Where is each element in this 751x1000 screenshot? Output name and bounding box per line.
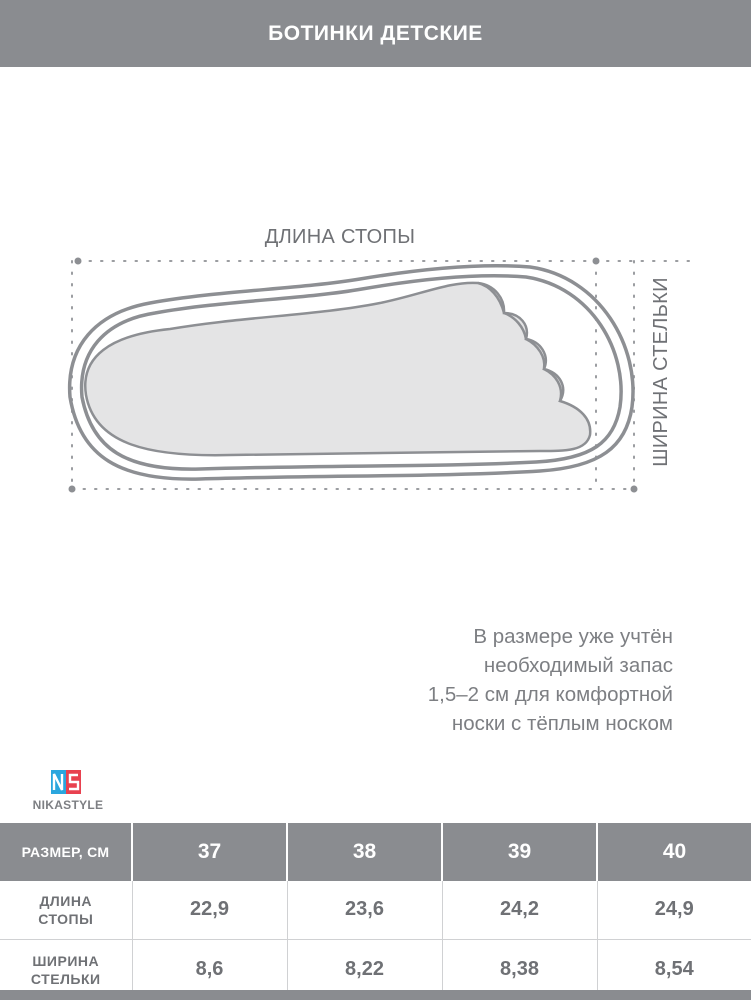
row-label-line: СТЕЛЬКИ [30, 970, 101, 987]
insole-outline-inner [79, 274, 623, 471]
size-cell: 38 [286, 823, 442, 881]
size-cell: 39 [441, 823, 597, 881]
sizing-note-line: 1,5–2 см для комфортной [427, 683, 673, 706]
insole-drawing [67, 257, 691, 493]
foot-silhouette [84, 281, 592, 457]
row-label-line: ДЛИНА [39, 892, 93, 909]
sizing-note: В размере уже учтён необходимый запас 1,… [428, 622, 673, 738]
size-table: РАЗМЕР, СМ 37 38 39 40 ДЛИНА СТОПЫ 22,9 … [0, 823, 751, 1000]
bottom-bar [0, 990, 751, 1000]
sizing-note-line: В размере уже учтён [473, 625, 673, 648]
page-title: БОТИНКИ ДЕТСКИЕ [268, 21, 483, 45]
size-header-label: РАЗМЕР, СМ [0, 823, 132, 881]
table-cell: 22,9 [131, 880, 287, 941]
foot-length-row: ДЛИНА СТОПЫ 22,9 23,6 24,2 24,9 [0, 880, 751, 941]
table-cell: 8,38 [441, 939, 597, 1000]
table-cell: 24,9 [596, 880, 751, 941]
row-label-line: ШИРИНА [32, 952, 100, 969]
row-label-line: СТОПЫ [38, 910, 94, 927]
size-header-row: РАЗМЕР, СМ 37 38 39 40 [0, 823, 751, 881]
table-cell: 23,6 [286, 880, 442, 941]
insole-outline-outer [67, 263, 635, 481]
sizing-note-line: носки с тёплым носком [451, 712, 673, 735]
nikastyle-logo-icon [51, 770, 81, 794]
size-cell: 37 [131, 823, 287, 881]
table-cell: 8,6 [131, 939, 287, 1000]
table-cell: 8,22 [286, 939, 442, 1000]
insole-width-row: ШИРИНА СТЕЛЬКИ 8,6 8,22 8,38 8,54 [0, 939, 751, 1000]
insole-width-label: ШИРИНА СТЕЛЬКИ [650, 277, 672, 467]
foot-length-label: ДЛИНА СТОПЫ [264, 226, 416, 248]
size-cell: 40 [596, 823, 751, 881]
table-cell: 8,54 [596, 939, 751, 1000]
page-header: БОТИНКИ ДЕТСКИЕ [0, 0, 751, 67]
foot-length-row-label: ДЛИНА СТОПЫ [0, 880, 132, 941]
sizing-note-line: необходимый запас [483, 654, 673, 677]
insole-width-row-label: ШИРИНА СТЕЛЬКИ [0, 939, 132, 1000]
brand-name: NIKASTYLE [32, 798, 104, 812]
table-cell: 24,2 [441, 880, 597, 941]
insole-diagram [0, 67, 751, 567]
